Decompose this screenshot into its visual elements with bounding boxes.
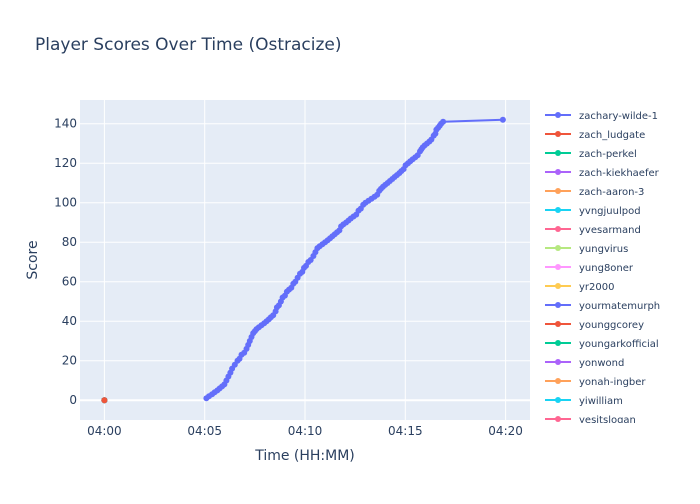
legend-swatch-marker [555,340,561,346]
legend-item[interactable]: zach_ludgate [545,130,645,141]
legend-swatch-marker [555,188,561,194]
axis-ticks: 04:00 04:05 04:10 04:15 04:20 0 20 40 60 80 100 120… [54,117,523,438]
legend-item[interactable]: yvesarmand [545,225,641,236]
y-axis-label: Score [25,240,41,279]
y-tick-label: 120 [54,156,77,170]
legend-swatch-marker [555,131,561,137]
y-tick-label: 100 [54,196,77,210]
legend-swatch-marker [555,416,561,422]
legend-item[interactable]: zach-aaron-3 [545,187,644,198]
legend-swatch-marker [555,264,561,270]
x-tick-label: 04:10 [288,424,323,438]
legend-swatch-marker [555,359,561,365]
legend-label: yonah-ingber [579,377,646,388]
legend-label: yourmatemurph [579,301,660,312]
series-zachary-wilde-1 [203,116,506,402]
legend-label: yr2000 [579,282,614,293]
legend-swatch-marker [555,397,561,403]
data-point [101,397,108,404]
legend-item[interactable]: yvngjuulpod [545,206,641,217]
y-tick-label: 140 [54,117,77,131]
legend-label: zach-aaron-3 [579,187,644,198]
legend-label: yvesarmand [579,225,641,236]
y-tick-label: 0 [69,393,77,407]
legend-label: zach-perkel [579,149,637,160]
legend-item[interactable]: zach-perkel [545,149,637,160]
grid [80,100,530,420]
legend-item[interactable]: yonah-ingber [545,377,646,388]
legend-label: zach-kiekhaefer [579,168,660,179]
x-tick-label: 04:05 [187,424,222,438]
legend-item[interactable]: yung8oner [545,263,634,274]
legend-swatch-marker [555,321,561,327]
legend-label: zach_ludgate [579,130,645,141]
legend-swatch-marker [555,226,561,232]
legend-item[interactable]: yonwond [545,358,624,369]
x-tick-label: 04:00 [87,424,122,438]
legend-label: zachary-wilde-1 [579,111,658,122]
legend-label: yungvirus [579,244,628,255]
legend-item[interactable]: younggcorey [545,320,644,331]
y-tick-label: 80 [62,235,77,249]
legend-label: yvngjuulpod [579,206,641,217]
chart-title: Player Scores Over Time (Ostracize) [35,35,342,55]
legend-label: yung8oner [579,263,634,274]
data-point [499,116,506,123]
y-tick-label: 60 [62,275,77,289]
legend-swatch-marker [555,302,561,308]
legend-item[interactable]: yourmatemurph [545,301,660,312]
series-zach_ludgate [101,397,108,404]
legend-item[interactable]: yesitslogan [545,415,636,426]
legend-swatch-marker [555,378,561,384]
x-tick-label: 04:20 [488,424,523,438]
series-layer [101,116,506,404]
data-point [440,118,447,125]
legend-item[interactable]: youngarkofficial [545,339,659,350]
x-axis-label: Time (HH:MM) [254,448,355,464]
legend-label: yesitslogan [579,415,636,426]
legend-label: yonwond [579,358,624,369]
legend-swatch-marker [555,169,561,175]
legend-item[interactable]: zach-kiekhaefer [545,168,660,179]
legend-item[interactable]: yungvirus [545,244,628,255]
legend-swatch-marker [555,245,561,251]
y-tick-label: 40 [62,314,77,328]
y-tick-label: 20 [62,354,77,368]
legend-swatch-marker [555,207,561,213]
legend-swatch-marker [555,283,561,289]
legend-item[interactable]: zachary-wilde-1 [545,111,658,122]
legend-item[interactable]: yiwilliam [545,396,623,407]
x-tick-label: 04:15 [388,424,423,438]
legend-swatch-marker [555,150,561,156]
legend-swatch-marker [555,112,561,118]
legend[interactable]: zachary-wilde-1 zach_ludgate zach-perkel za… [545,111,660,426]
legend-label: yiwilliam [579,396,623,407]
legend-item[interactable]: yr2000 [545,282,614,293]
legend-label: younggcorey [579,320,644,331]
legend-label: youngarkofficial [579,339,659,350]
